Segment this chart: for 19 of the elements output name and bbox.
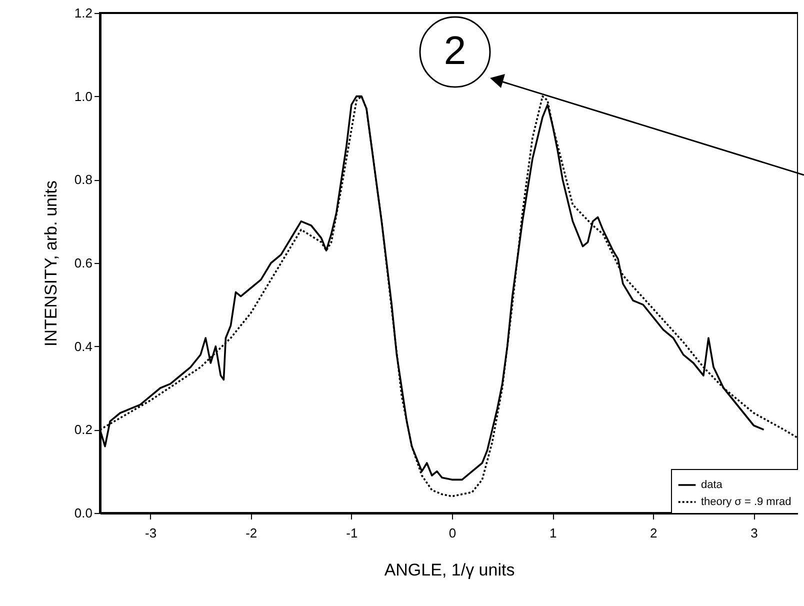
x-tick-label: -1 xyxy=(346,526,358,540)
y-tick-label: 1.0 xyxy=(74,88,92,104)
y-tick-label: 0.8 xyxy=(74,172,92,188)
y-tick-label: 0.0 xyxy=(74,506,92,520)
x-tick-label: 3 xyxy=(750,526,758,540)
x-axis-title: ANGLE, 1/γ units xyxy=(384,560,515,580)
annotation: 2 xyxy=(444,29,466,73)
x-tick-label: -3 xyxy=(145,526,157,540)
legend-label: data xyxy=(701,479,724,491)
y-tick-label: 1.2 xyxy=(74,6,92,20)
x-tick-label: 0 xyxy=(448,526,456,540)
x-tick-label: -2 xyxy=(246,526,258,540)
legend-label: theory σ = .9 mrad xyxy=(701,496,792,508)
y-tick-label: 0.2 xyxy=(74,422,92,438)
y-tick-label: 0.4 xyxy=(74,338,92,354)
y-axis-title: INTENSITY, arb. units xyxy=(41,180,60,346)
x-tick-label: 1 xyxy=(549,526,557,540)
x-tick-label: 2 xyxy=(650,526,658,540)
y-tick-label: 0.6 xyxy=(74,256,92,270)
